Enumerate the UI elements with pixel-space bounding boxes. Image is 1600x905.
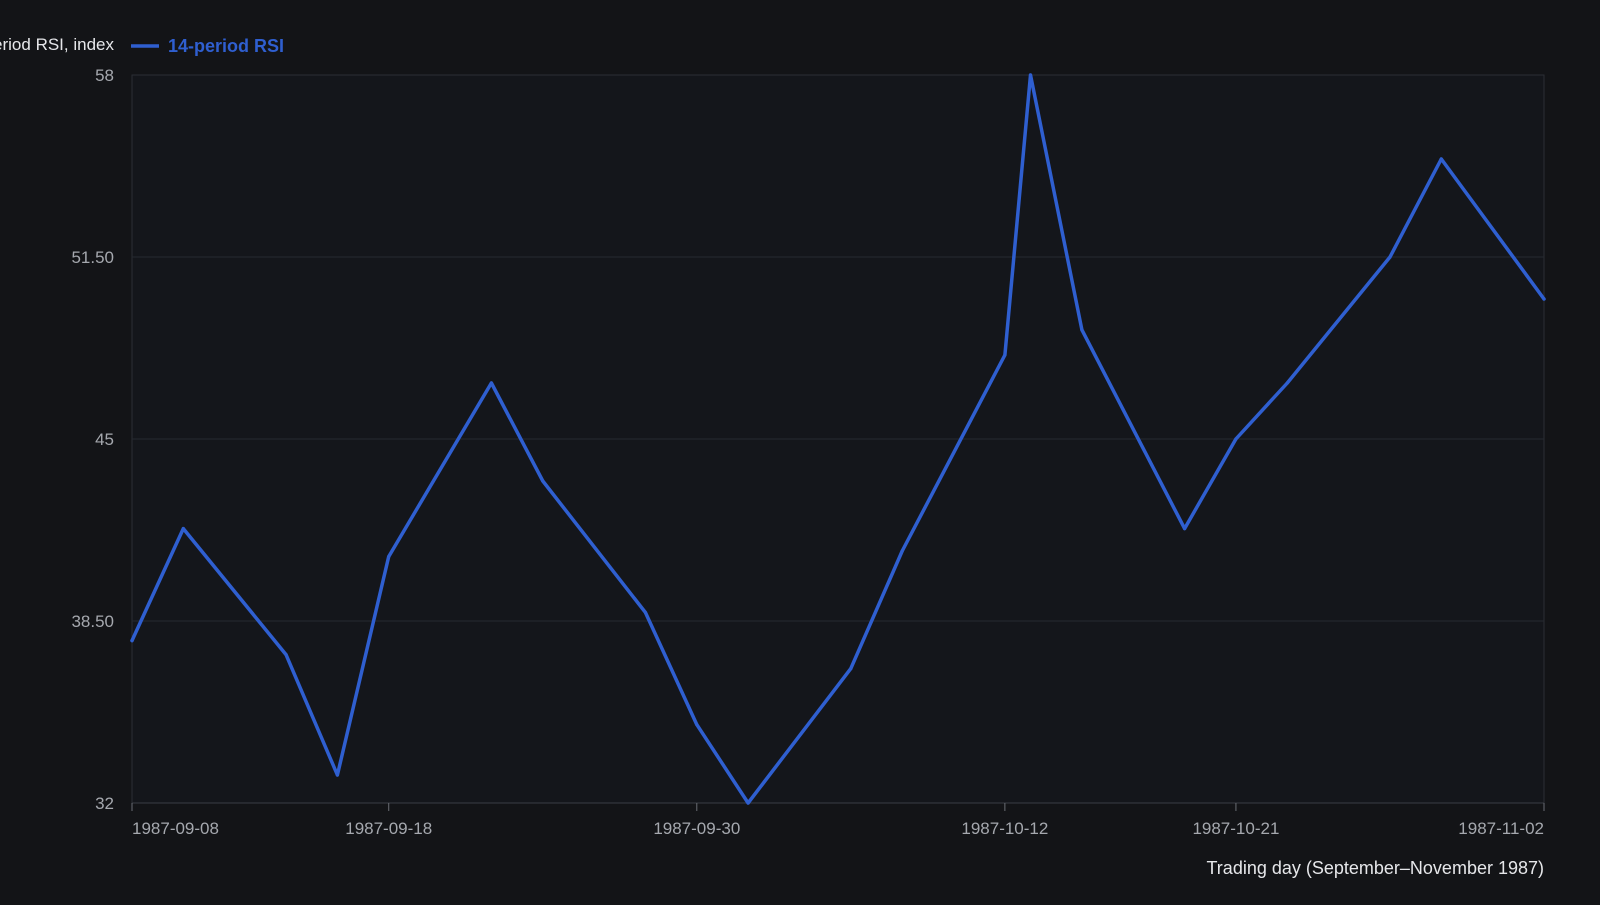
y-tick-label: 38.50 [71,612,114,631]
data-point [336,773,339,776]
x-tick-label: 1987-11-02 [1458,819,1544,838]
data-point [130,639,133,642]
x-axis-title: Trading day (September–November 1987) [1206,858,1544,878]
x-tick-label: 1987-10-12 [961,819,1048,838]
data-point [849,667,852,670]
data-point [644,611,647,614]
data-point [901,549,904,552]
data-point [541,479,544,482]
data-point [1234,437,1237,440]
data-point [695,723,698,726]
data-point [1003,353,1006,356]
x-tick-label: 1987-09-30 [653,819,740,838]
data-point [1029,73,1032,76]
data-point [1080,328,1083,331]
data-point [1542,297,1545,300]
x-tick-label: 1987-10-21 [1192,819,1279,838]
y-tick-label: 58 [95,66,114,85]
data-point [284,653,287,656]
y-tick-label: 45 [95,430,114,449]
legend-entry: 14-period RSI [168,36,284,56]
data-point [1440,157,1443,160]
data-point [490,381,493,384]
y-tick-label: 51.50 [71,248,114,267]
legend: 14-period RSI, index 14-period RSI [0,35,284,56]
y-axis-title: 14-period RSI, index [0,35,114,54]
data-point [182,527,185,530]
data-point [1286,381,1289,384]
data-point [1388,255,1391,258]
data-point [1183,527,1186,530]
x-tick-label: 1987-09-18 [345,819,432,838]
data-point [747,801,750,804]
data-point [387,555,390,558]
y-tick-label: 32 [95,794,114,813]
x-tick-label: 1987-09-08 [132,819,219,838]
